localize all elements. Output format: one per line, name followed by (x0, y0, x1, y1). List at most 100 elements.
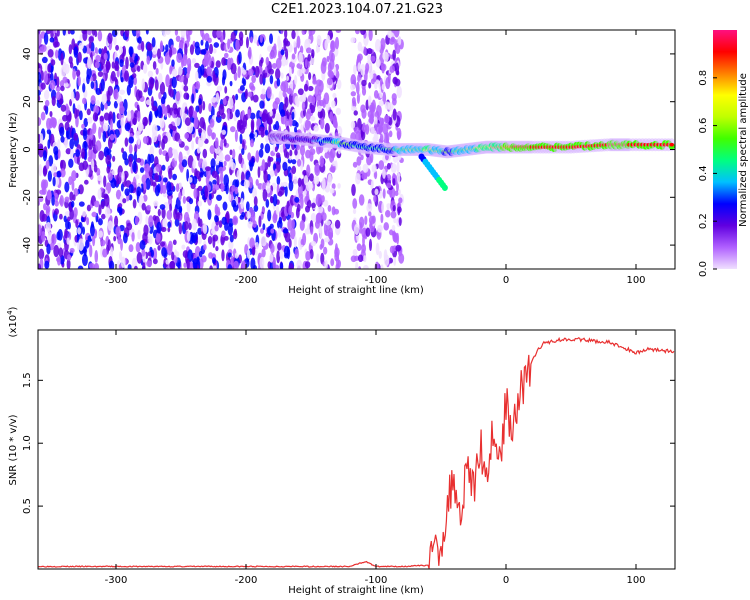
noise-blob (218, 220, 223, 228)
noise-blob (122, 151, 128, 161)
noise-blob (291, 159, 297, 165)
noise-blob (82, 78, 86, 84)
noise-blob (310, 212, 316, 223)
noise-blob (216, 85, 223, 92)
noise-blob (269, 74, 274, 85)
noise-blob (64, 181, 70, 193)
noise-blob (227, 97, 234, 110)
noise-blob (291, 53, 296, 60)
noise-blob (369, 104, 374, 111)
noise-blob (284, 48, 289, 60)
noise-blob (95, 54, 101, 62)
noise-blob (214, 224, 219, 232)
noise-blob (49, 79, 56, 90)
noise-blob (141, 40, 145, 52)
noise-blob (153, 200, 159, 207)
noise-blob (107, 85, 114, 96)
noise-blob (308, 182, 314, 190)
noise-blob (200, 30, 204, 37)
noise-blob (211, 97, 217, 103)
noise-blob (311, 96, 316, 103)
noise-blob (280, 72, 284, 79)
colorbar-tick-label: 0.8 (698, 70, 709, 86)
noise-blob (179, 107, 185, 118)
noise-blob (260, 143, 264, 150)
noise-blob (177, 66, 183, 76)
noise-blob (78, 42, 84, 50)
y-tick-label: 0 (22, 146, 33, 152)
noise-blob (187, 30, 193, 36)
noise-blob (184, 220, 189, 231)
noise-blob (43, 32, 49, 45)
noise-blob (287, 218, 293, 231)
noise-blob (40, 82, 46, 90)
snr-frame (37, 329, 676, 570)
noise-blob (319, 155, 325, 168)
noise-blob (319, 244, 323, 250)
noise-blob (247, 68, 254, 77)
noise-blob (172, 239, 177, 245)
noise-blob (64, 228, 68, 239)
noise-blob (168, 167, 173, 180)
noise-blob (53, 172, 57, 178)
noise-blob (220, 182, 225, 193)
noise-blob (98, 150, 105, 161)
noise-blob (351, 183, 356, 196)
noise-blob (245, 201, 250, 212)
noise-blob (360, 104, 366, 114)
noise-blob (316, 212, 322, 224)
noise-blob (158, 148, 163, 156)
noise-blob (305, 149, 311, 159)
noise-blob (380, 63, 387, 72)
noise-blob (49, 111, 53, 117)
noise-blob (104, 207, 111, 219)
noise-blob (245, 36, 249, 49)
noise-blob (355, 81, 360, 95)
noise-blob (141, 202, 146, 211)
noise-blob (284, 118, 290, 129)
noise-blob (230, 31, 236, 42)
y-tick-label: 0.5 (22, 498, 33, 514)
noise-blob (373, 116, 378, 126)
noise-blob (258, 148, 264, 158)
noise-blob (238, 153, 243, 164)
x-tick-label: 100 (626, 275, 645, 286)
noise-blob (108, 260, 115, 269)
noise-blob (165, 44, 169, 53)
noise-blob (148, 235, 153, 245)
noise-blob (396, 161, 400, 174)
noise-blob (300, 196, 304, 209)
noise-blob (64, 196, 70, 203)
noise-blob (59, 213, 63, 220)
noise-blob (331, 183, 336, 190)
noise-blob (298, 116, 303, 124)
noise-blob (157, 245, 161, 251)
colorbar-tick-label: 0.6 (698, 118, 709, 134)
noise-blob (86, 67, 92, 80)
noise-blob (58, 247, 64, 258)
noise-blob (276, 250, 281, 264)
noise-blob (116, 206, 123, 214)
noise-blob (123, 110, 128, 116)
noise-blob (136, 157, 142, 163)
noise-blob (324, 259, 328, 269)
noise-blob (60, 159, 64, 169)
noise-blob (318, 99, 325, 107)
noise-blob (56, 30, 60, 37)
noise-blob (198, 102, 203, 114)
noise-blob (227, 264, 233, 269)
noise-blob (259, 100, 265, 109)
noise-blob (303, 175, 309, 186)
y-tick-label: -20 (22, 189, 33, 205)
noise-blob (390, 163, 397, 174)
colorbar-label: Normalized spectral amplitude (738, 73, 749, 227)
noise-blob (73, 188, 79, 197)
colorbar-tick-label: 0.2 (698, 213, 709, 229)
noise-blob (334, 36, 340, 50)
noise-blob (380, 264, 384, 269)
noise-blob (288, 263, 294, 269)
noise-blob (209, 265, 213, 269)
noise-blob (205, 40, 209, 51)
noise-blob (107, 220, 113, 232)
noise-blob (89, 262, 95, 269)
